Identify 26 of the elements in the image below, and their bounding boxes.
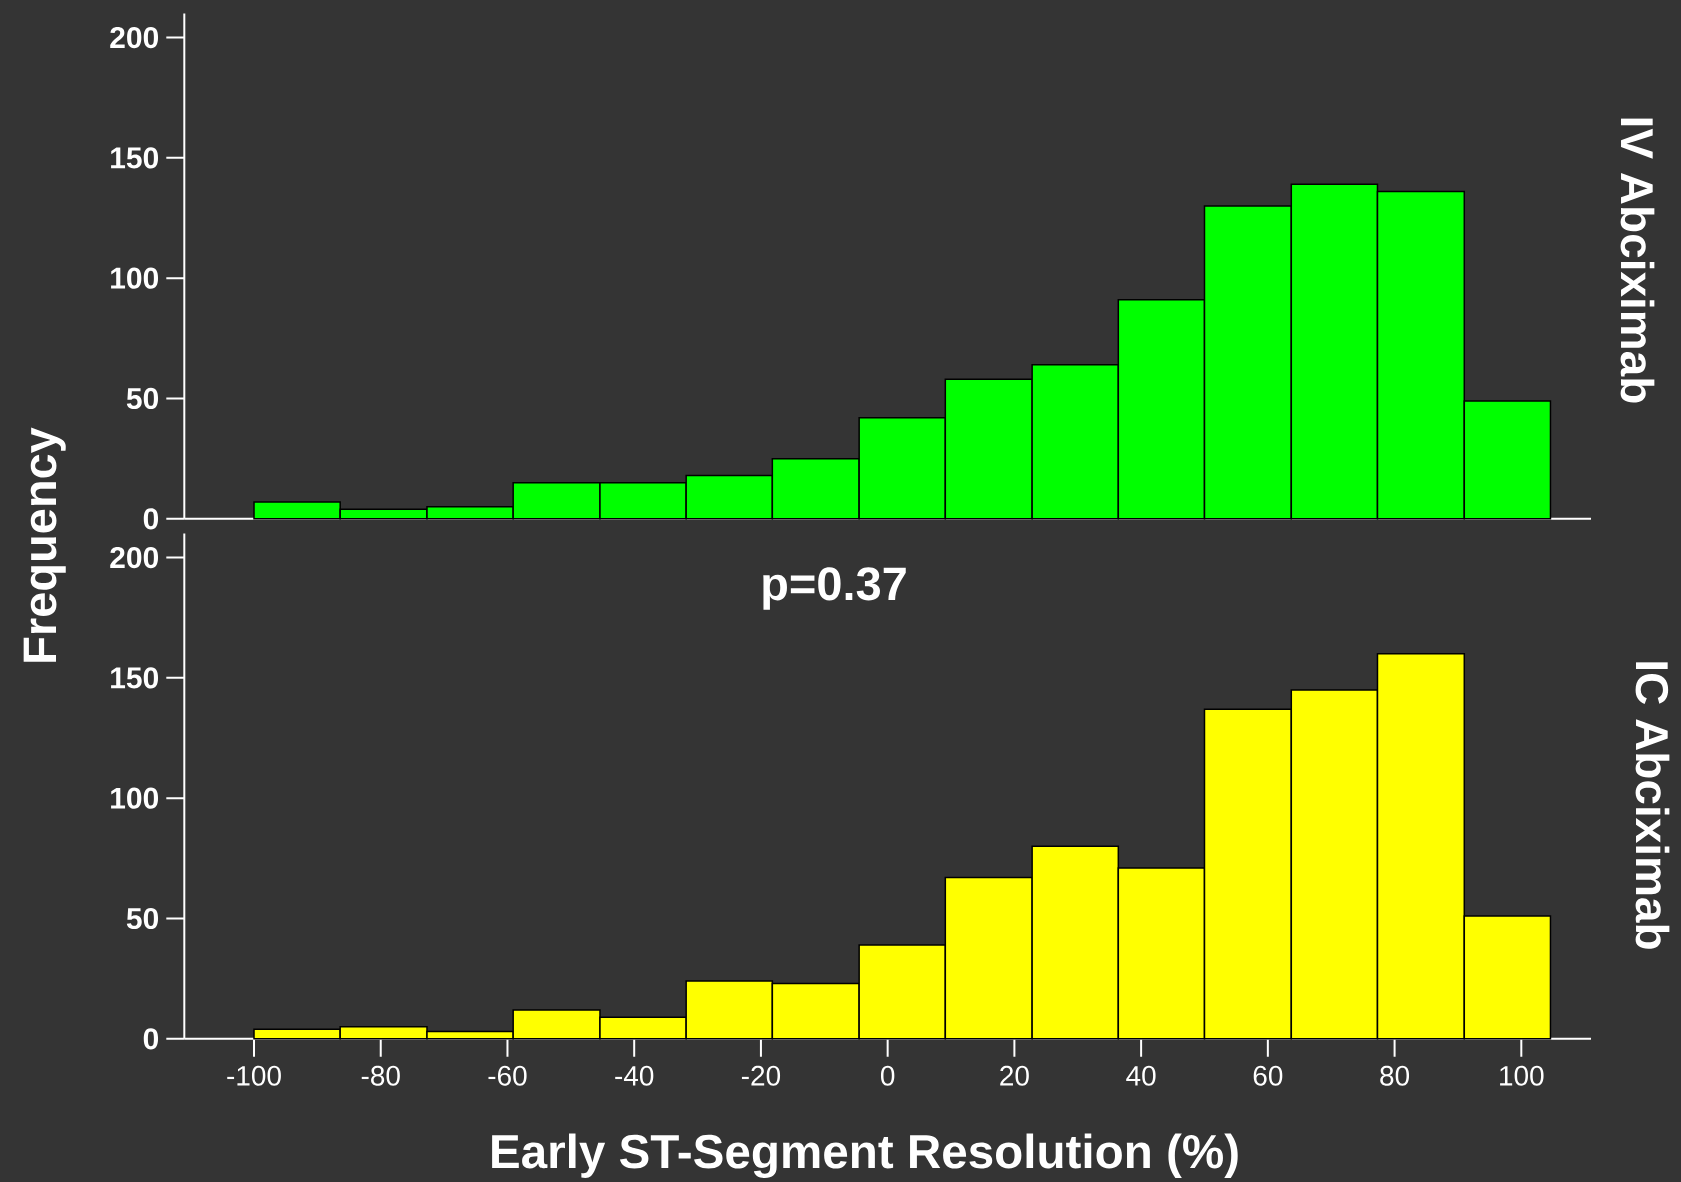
y-tick-label: 0 <box>143 508 159 530</box>
x-tick-label: -40 <box>615 1065 654 1086</box>
x-tick-label: -80 <box>361 1065 400 1086</box>
x-tick-label: 60 <box>1253 1065 1283 1086</box>
y-tick-label: 100 <box>111 267 159 289</box>
x-tick-label: 80 <box>1380 1065 1410 1086</box>
x-tick-label: -20 <box>741 1065 781 1086</box>
y-tick-label: 150 <box>111 147 159 169</box>
x-tick-label: 40 <box>1126 1065 1156 1086</box>
x-tick-label: -100 <box>227 1065 281 1086</box>
x-tick-label: -60 <box>488 1065 527 1086</box>
y-tick-label: 50 <box>126 387 159 410</box>
annotation: p=0.37 <box>763 567 906 610</box>
x-tick-label: 20 <box>1000 1065 1029 1086</box>
y2-axis-title: IC Abciximab <box>1635 662 1670 949</box>
x-axis-title: Early ST-Segment Resolution (%) <box>492 1133 1238 1179</box>
y-axis-title: Frequency <box>23 427 66 662</box>
y2-axis-title: IV Abciximab <box>1620 118 1655 403</box>
x-tick-label: 0 <box>880 1065 895 1086</box>
y-tick-label: 150 <box>111 667 159 689</box>
y-tick-label: 200 <box>110 26 159 49</box>
y-tick-label: 100 <box>111 787 159 809</box>
x-tick-label: 100 <box>1500 1065 1544 1086</box>
y-tick-label: 0 <box>143 1028 159 1050</box>
y-tick-label: 50 <box>126 907 159 930</box>
y-tick-label: 200 <box>110 546 159 569</box>
